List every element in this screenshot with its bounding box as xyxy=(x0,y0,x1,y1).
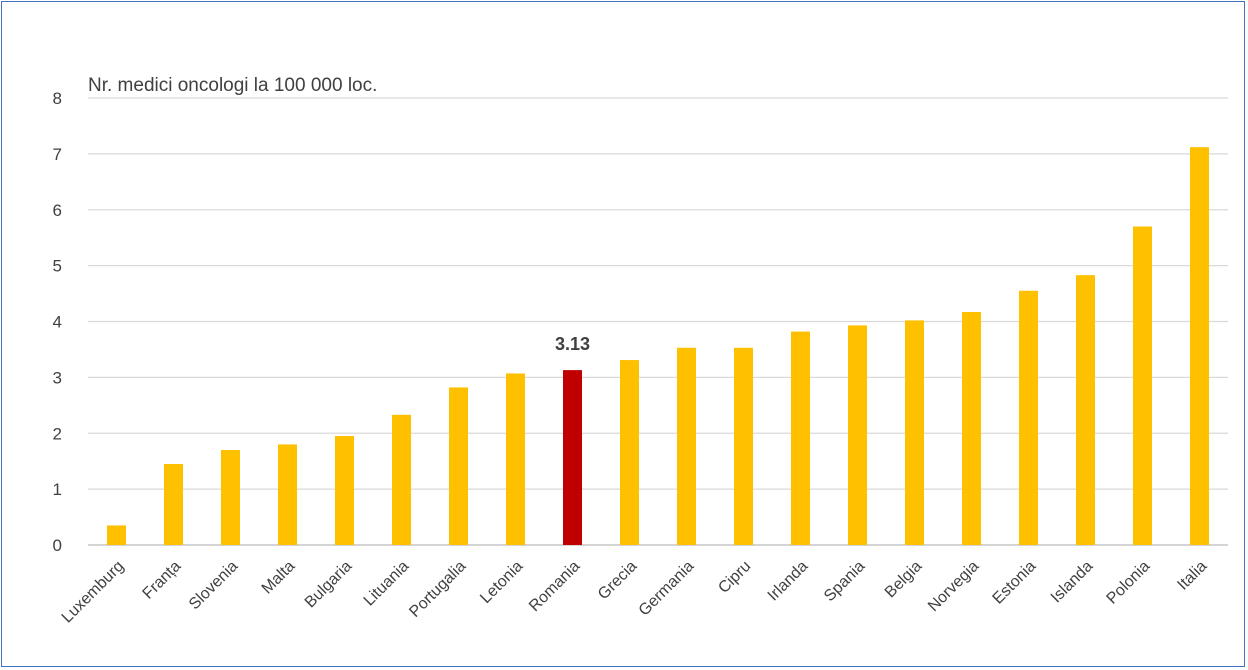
x-tick-label: Cipru xyxy=(715,558,754,597)
y-tick-label: 8 xyxy=(53,89,62,108)
y-tick-label: 2 xyxy=(53,424,62,443)
x-tick-label: Luxemburg xyxy=(59,558,128,627)
y-tick-label: 4 xyxy=(53,313,62,332)
bar-franța xyxy=(164,463,183,545)
x-tick-label: Estonia xyxy=(990,558,1040,608)
y-axis-ticks: 0 1 2 3 4 5 6 7 8 xyxy=(53,89,62,555)
bar-slovenia xyxy=(221,450,240,545)
data-labels: 3.13 xyxy=(555,334,590,354)
x-tick-label: Polonia xyxy=(1104,558,1154,608)
bar-romania xyxy=(563,370,582,545)
data-label: 3.13 xyxy=(555,334,590,354)
x-tick-label: Italia xyxy=(1174,558,1210,594)
y-axis-label: Nr. medici oncologi la 100 000 loc. xyxy=(88,75,377,96)
y-tick-label: 7 xyxy=(53,145,62,164)
bar-belgia xyxy=(905,320,924,545)
x-tick-label: Spania xyxy=(821,558,868,605)
bar-estonia xyxy=(1019,290,1038,545)
bar-islanda xyxy=(1076,275,1095,545)
bar-germania xyxy=(677,347,696,545)
x-axis-ticks: Luxemburg Franța Slovenia Malta Bulgaria Litu… xyxy=(59,558,1211,627)
x-tick-label: Romania xyxy=(526,558,583,615)
y-tick-label: 5 xyxy=(53,257,62,276)
bar-portugalia xyxy=(449,387,468,545)
x-tick-label: Norvegia xyxy=(925,558,982,615)
gridlines xyxy=(88,97,1228,546)
y-tick-label: 3 xyxy=(53,368,62,387)
y-tick-label: 1 xyxy=(53,480,62,499)
bar-grecia xyxy=(620,360,639,545)
x-tick-label: Letonia xyxy=(477,558,526,607)
y-tick-label: 6 xyxy=(53,201,62,220)
bar-irlanda xyxy=(791,331,810,545)
x-tick-label: Irlanda xyxy=(765,558,812,605)
bar-lituania xyxy=(392,414,411,545)
x-tick-label: Lituania xyxy=(361,558,413,610)
bar-bulgaria xyxy=(335,436,354,545)
x-tick-label: Belgia xyxy=(882,558,926,602)
y-tick-label: 0 xyxy=(53,536,62,555)
bar-cipru xyxy=(734,347,753,545)
x-tick-label: Grecia xyxy=(595,558,640,603)
x-tick-label: Portugalia xyxy=(406,558,469,621)
x-tick-label: Germania xyxy=(636,558,698,620)
bar-malta xyxy=(278,444,297,545)
bar-spania xyxy=(848,325,867,545)
bar-luxemburg xyxy=(107,525,126,545)
x-tick-label: Islanda xyxy=(1048,558,1097,607)
bar-italia xyxy=(1190,147,1209,546)
x-tick-label: Franța xyxy=(140,558,185,603)
x-tick-label: Bulgaria xyxy=(302,558,356,612)
x-tick-label: Malta xyxy=(259,558,299,598)
bars xyxy=(107,147,1209,546)
bar-letonia xyxy=(506,373,525,545)
bar-norvegia xyxy=(962,312,981,545)
x-tick-label: Slovenia xyxy=(186,558,241,613)
bar-polonia xyxy=(1133,226,1152,545)
